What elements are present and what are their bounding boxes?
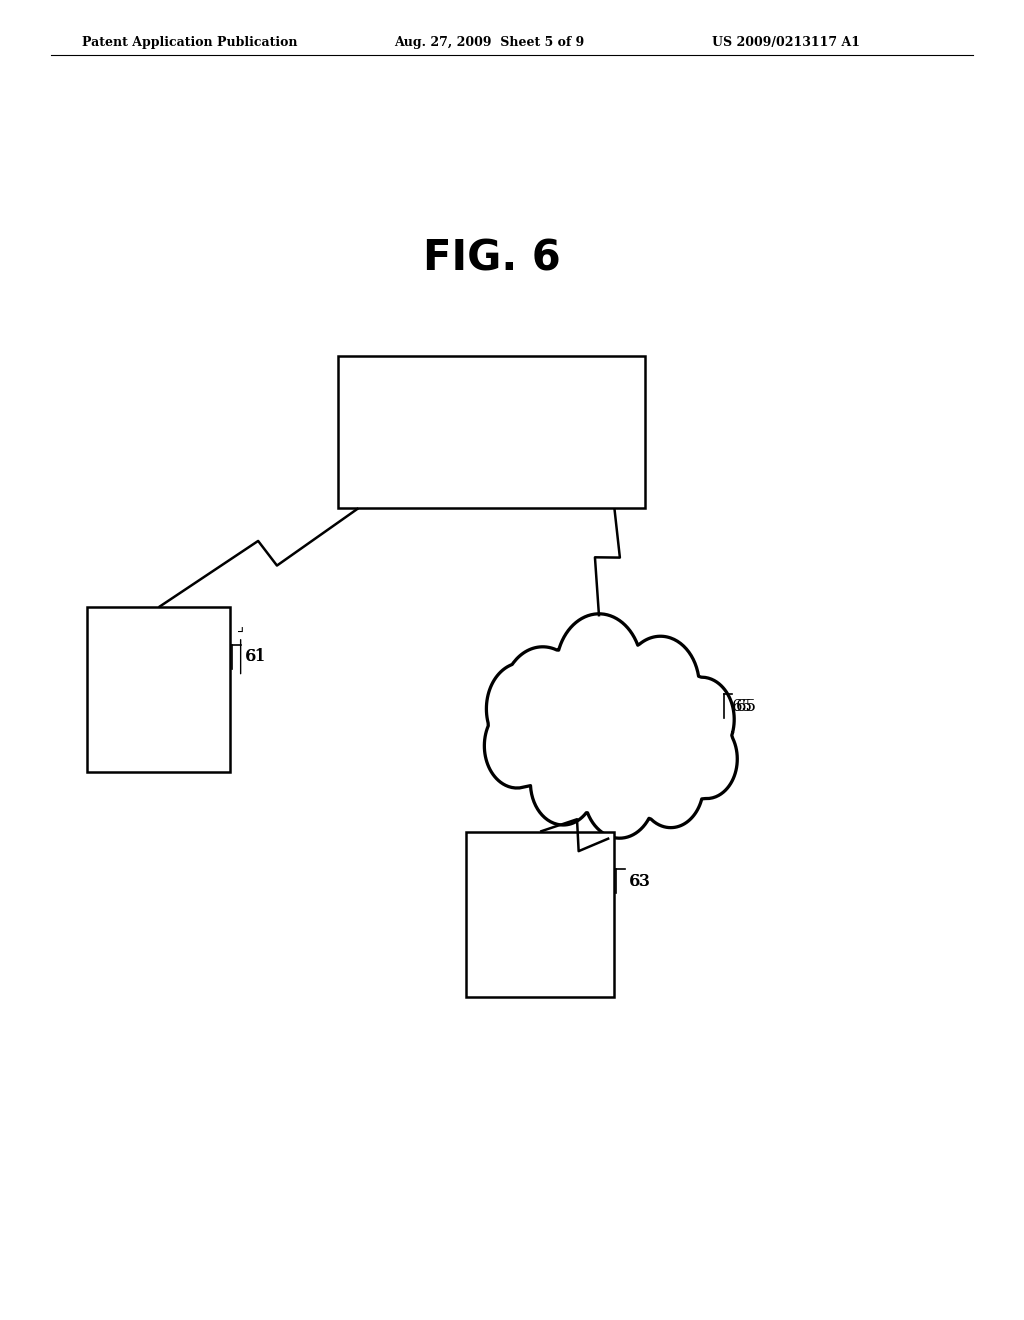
Text: FIG. 6: FIG. 6 <box>423 238 560 280</box>
Bar <box>87 607 230 772</box>
Text: $\mathsf{\lrcorner}$: $\mathsf{\lrcorner}$ <box>236 619 244 635</box>
Bar <box>466 832 614 997</box>
Text: Patent Application Publication: Patent Application Publication <box>82 36 297 49</box>
Text: 65: 65 <box>732 698 754 714</box>
Text: 63: 63 <box>630 873 651 890</box>
Text: Aug. 27, 2009  Sheet 5 of 9: Aug. 27, 2009 Sheet 5 of 9 <box>394 36 585 49</box>
Text: 61: 61 <box>246 648 267 665</box>
Bar <box>338 356 645 508</box>
Text: US 2009/0213117 A1: US 2009/0213117 A1 <box>712 36 860 49</box>
Text: 61: 61 <box>245 648 266 665</box>
Text: 63: 63 <box>629 873 650 890</box>
Text: 65: 65 <box>736 698 758 714</box>
Polygon shape <box>484 614 737 838</box>
